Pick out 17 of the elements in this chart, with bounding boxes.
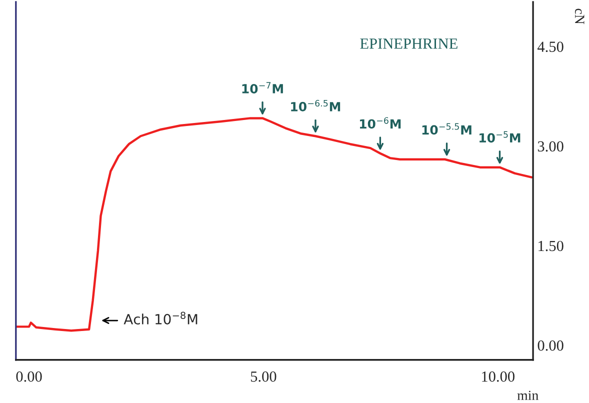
- line-series: [16, 117, 533, 332]
- y-tick-label: 0.00: [538, 340, 564, 351]
- x-tick-label: 10.00: [482, 371, 514, 382]
- annotation: 10$^{−6.5}$M: [291, 100, 340, 112]
- annotation: 10$^{−7}$M: [242, 82, 283, 94]
- annotation: Ach 10$^{−8}$M: [124, 312, 198, 324]
- y-tick-label: 1.50: [538, 240, 564, 252]
- x-tick-label: 5.00: [250, 371, 276, 382]
- x-axis-title: min: [517, 390, 538, 400]
- annotation: EPINEPHRINE: [360, 38, 458, 49]
- annotation: 10$^{−5.5}$M: [422, 123, 472, 135]
- y-axis-title: cN: [574, 8, 584, 24]
- y-tick-label: 3.00: [538, 141, 564, 152]
- annotation: 10$^{−5}$M: [480, 131, 520, 143]
- y-tick-label: 4.50: [538, 42, 564, 52]
- annotation: 10$^{−6}$M: [360, 117, 401, 129]
- x-tick-label: 0.00: [16, 371, 42, 382]
